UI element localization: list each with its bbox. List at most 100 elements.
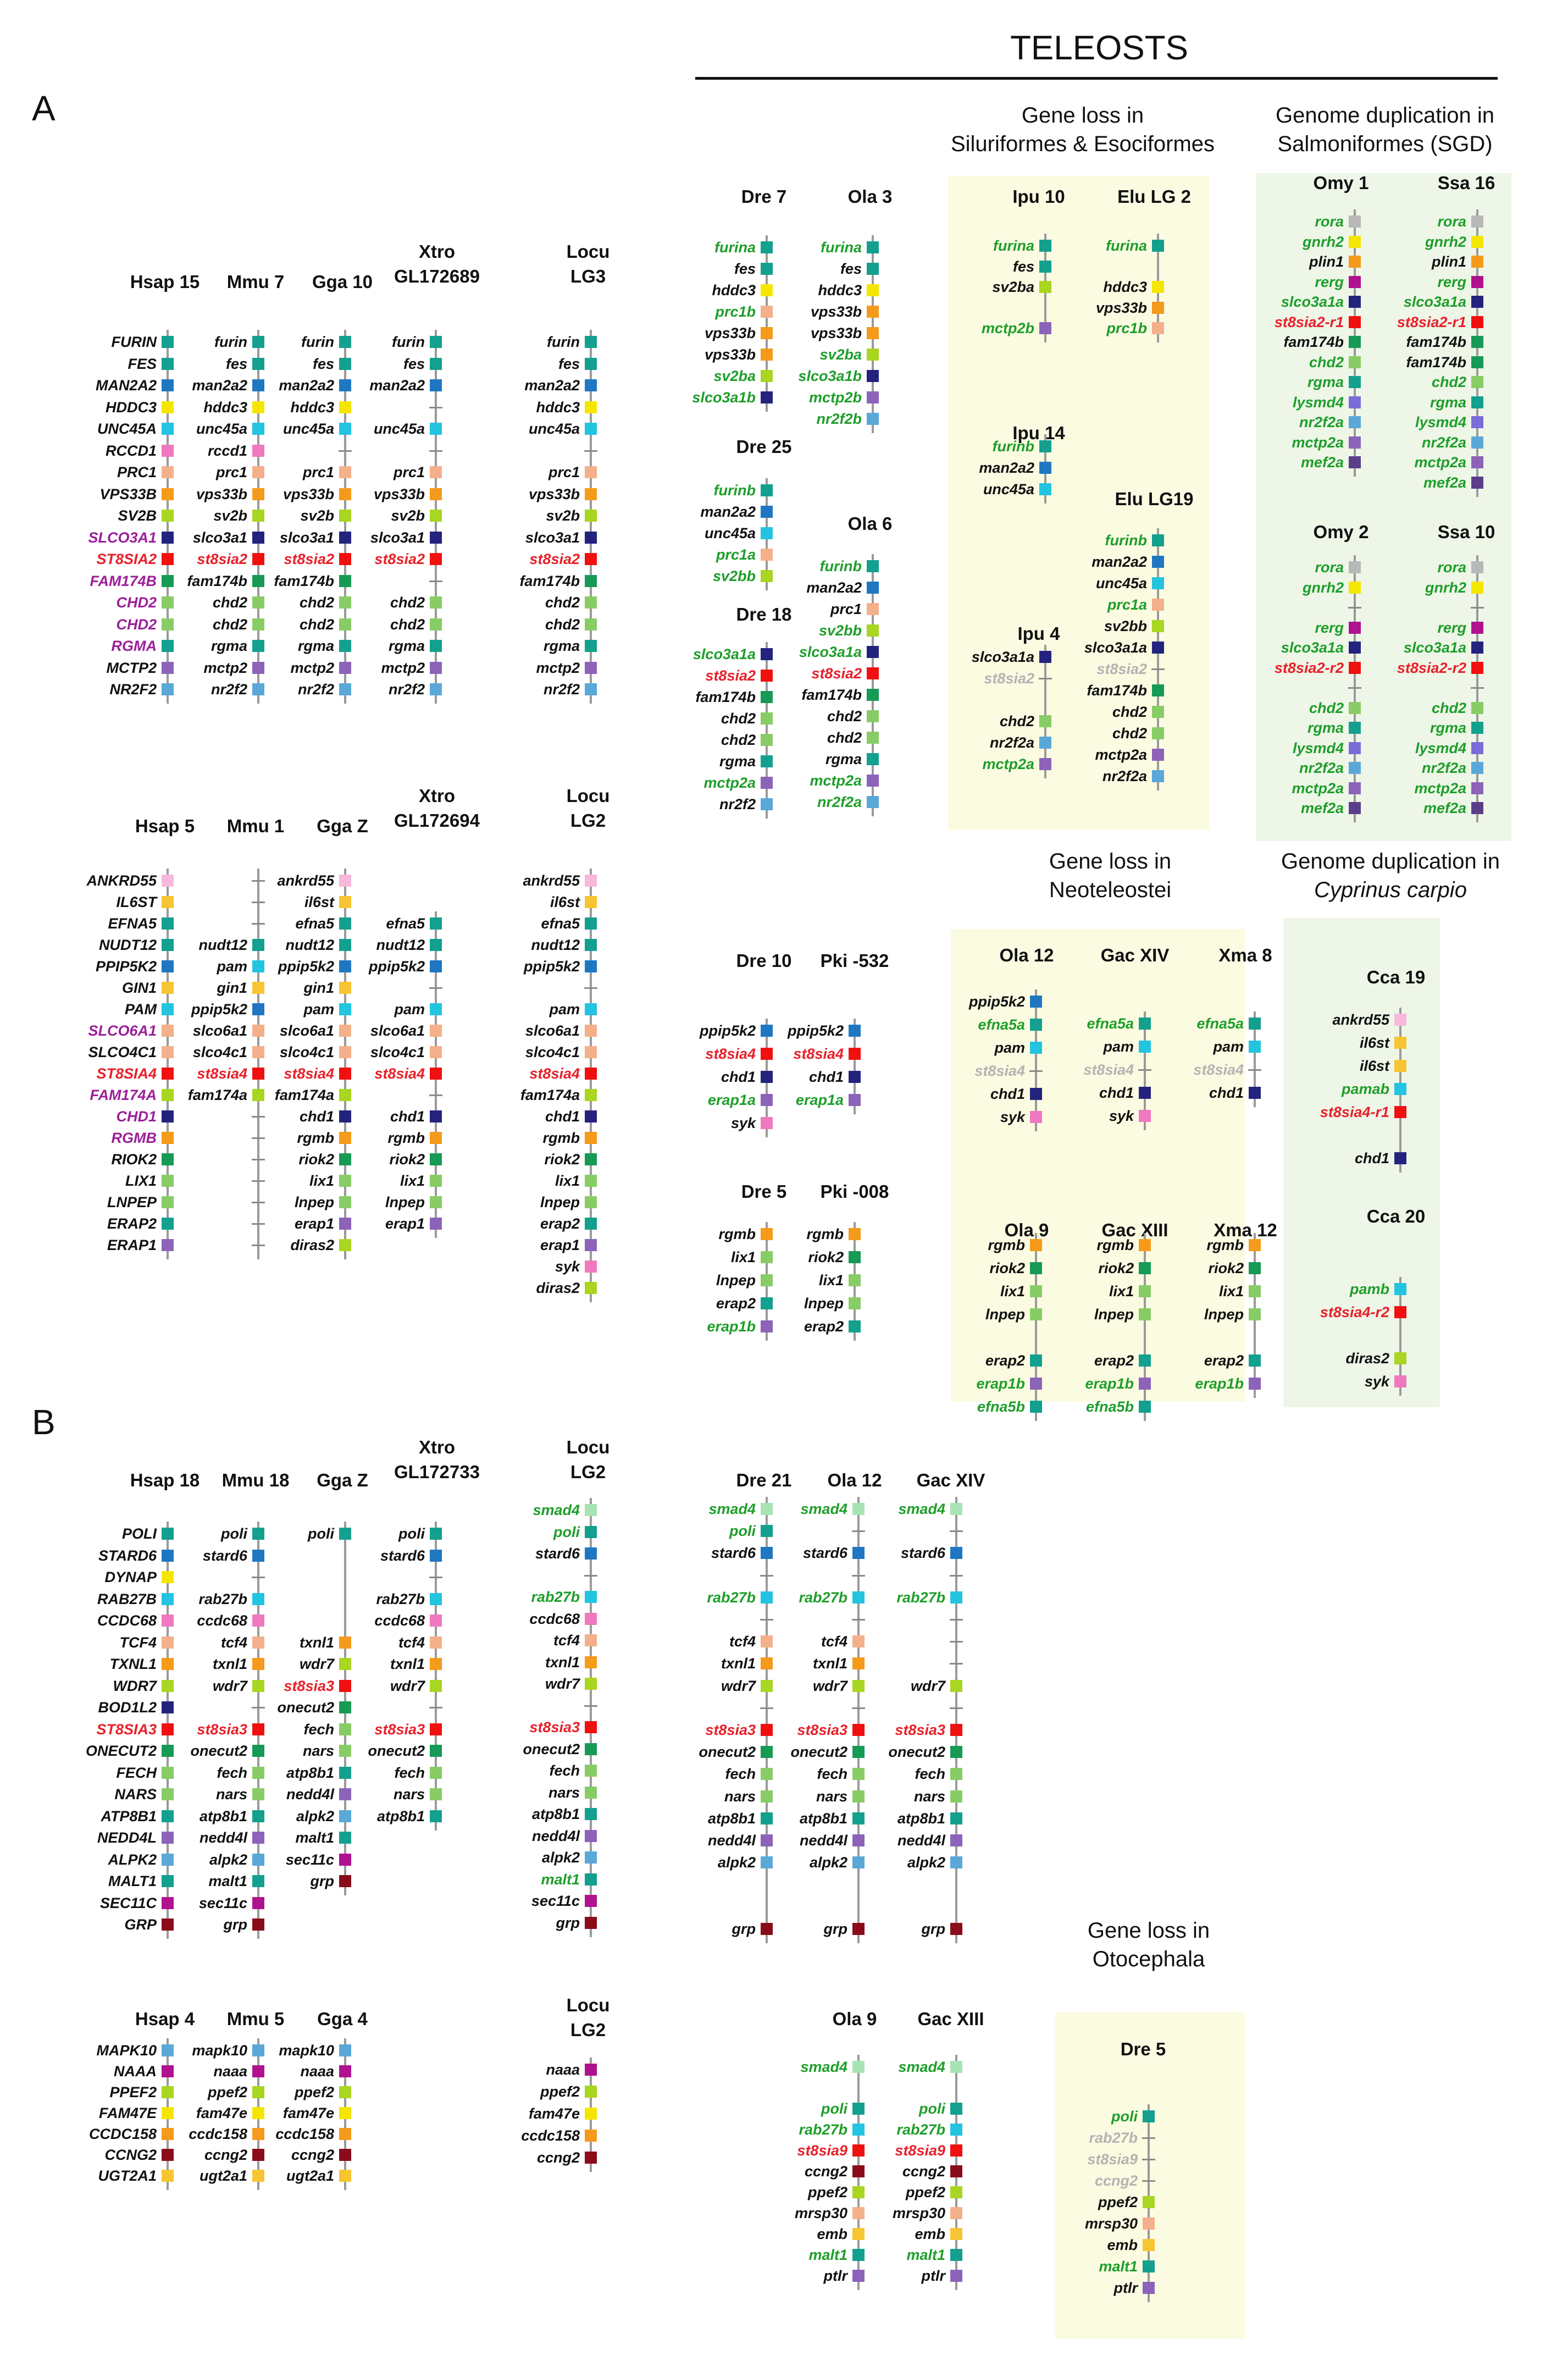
gene-marker (585, 1175, 597, 1187)
gene-marker (339, 2128, 351, 2140)
gene-marker (761, 1274, 773, 1286)
gene-marker (1349, 722, 1361, 734)
gene-marker (1471, 416, 1483, 428)
gene-marker (430, 1745, 442, 1757)
gene-marker (430, 596, 442, 609)
gene-marker (339, 1003, 351, 1015)
gene-marker (1349, 642, 1361, 654)
gene-marker (1039, 758, 1051, 770)
gene-name: chd2 (721, 732, 756, 748)
chromosome-label: Ola 3 (847, 186, 893, 207)
missing-gene-tick (429, 580, 442, 582)
gene-name: LIX1 (125, 1173, 157, 1189)
gene-name: st8sia2 (374, 551, 425, 567)
gene-name: nr2f2a (817, 794, 862, 810)
gene-marker (1471, 642, 1483, 654)
gene-name: lnpep (716, 1272, 756, 1289)
teleosts-heading: TELEOSTS (1010, 29, 1188, 67)
gene-marker (1143, 2239, 1155, 2251)
gene-name: ptlr (921, 2268, 946, 2284)
gene-marker (1249, 1285, 1261, 1297)
gene-name: erap1 (540, 1237, 580, 1253)
gene-marker (1030, 1088, 1042, 1100)
gene-name: fam174a (520, 1087, 580, 1103)
gene-name: ptlr (1113, 2280, 1138, 2296)
gene-name: gin1 (303, 980, 334, 996)
gene-marker (339, 960, 351, 972)
gene-name: lnpep (804, 1295, 844, 1312)
gene-marker (761, 691, 773, 703)
gene-marker (852, 1724, 865, 1736)
gene-marker (761, 527, 773, 539)
gene-marker (950, 2103, 962, 2115)
gene-name: ankrd55 (523, 872, 580, 889)
gene-marker (1349, 742, 1361, 754)
gene-name: gnrh2 (1425, 579, 1466, 596)
gene-marker (162, 1132, 174, 1144)
gene-name: fam174a (187, 1087, 247, 1103)
gene-name: ccng2 (804, 2163, 847, 2180)
gene-marker (162, 401, 174, 413)
gene-name: alpk2 (541, 1849, 580, 1866)
gene-name: onecut2 (699, 1744, 756, 1761)
gene-name: riok2 (808, 1249, 844, 1265)
gene-marker (162, 596, 174, 609)
gene-name: onecut2 (888, 1744, 945, 1761)
gene-name: tcf4 (729, 1633, 756, 1650)
missing-gene-tick (852, 1574, 865, 1577)
gene-name: chd2 (299, 594, 334, 611)
gene-marker (852, 2207, 865, 2219)
gene-marker (252, 1658, 264, 1670)
gene-name: efna5a (1087, 1015, 1134, 1032)
gene-marker (339, 1110, 351, 1123)
gene-name: nr2f2a (1299, 760, 1344, 776)
gene-name: atp8b1 (799, 1810, 847, 1827)
gene-marker (430, 531, 442, 544)
chromosome-label: Ssa 10 (1437, 522, 1495, 542)
missing-gene-tick (252, 902, 265, 903)
gene-marker (162, 1239, 174, 1251)
gene-name: rab27b (896, 2121, 945, 2138)
gene-marker (852, 2165, 865, 2177)
chromosome-label: GL172694 (394, 810, 480, 831)
gene-marker (761, 1679, 773, 1692)
gene-name: syk (1000, 1109, 1025, 1125)
gene-marker (339, 1196, 351, 1208)
panel-a-label: A (32, 89, 56, 128)
missing-gene-tick (584, 987, 597, 989)
gene-name: SV2B (118, 507, 157, 524)
gene-marker (339, 640, 351, 652)
gene-name: man2a2 (369, 377, 425, 394)
gene-marker (1152, 727, 1164, 739)
gene-marker (252, 466, 264, 478)
gene-name: nr2f2 (388, 681, 425, 698)
panel-loss-siluriformes (948, 176, 1209, 830)
gene-marker (162, 1701, 174, 1713)
gene-name: unc45a (373, 421, 425, 437)
gene-name: st8sia2 (284, 551, 334, 567)
panel-b-label: B (32, 1402, 56, 1442)
gene-name: st8sia4 (197, 1065, 247, 1082)
gene-marker (849, 1274, 861, 1286)
gene-marker (430, 423, 442, 435)
chromosome-label: Gga 10 (312, 272, 373, 292)
gene-name: plin1 (1309, 253, 1344, 270)
gene-name: fam174b (695, 689, 756, 705)
gene-name: stard6 (802, 1545, 847, 1562)
chromosome-axis (1476, 209, 1478, 497)
gene-name: mef2a (1300, 454, 1344, 471)
gene-name: ppef2 (540, 2083, 580, 2100)
gene-marker (761, 506, 773, 518)
gene-name: wdr7 (299, 1656, 334, 1672)
gene-name: lix1 (309, 1173, 334, 1189)
gene-marker (339, 423, 351, 435)
gene-name: atp8b1 (707, 1810, 756, 1827)
gene-marker (852, 1547, 865, 1560)
gene-name: rora (1437, 213, 1466, 230)
gene-name: erap1b (1085, 1375, 1134, 1392)
gene-name: chd2 (212, 594, 247, 611)
gene-name: ccng2 (204, 2147, 247, 2163)
gene-marker (1143, 2260, 1155, 2273)
gene-name: efna5 (541, 915, 580, 932)
gene-name: chd2 (1309, 699, 1344, 716)
